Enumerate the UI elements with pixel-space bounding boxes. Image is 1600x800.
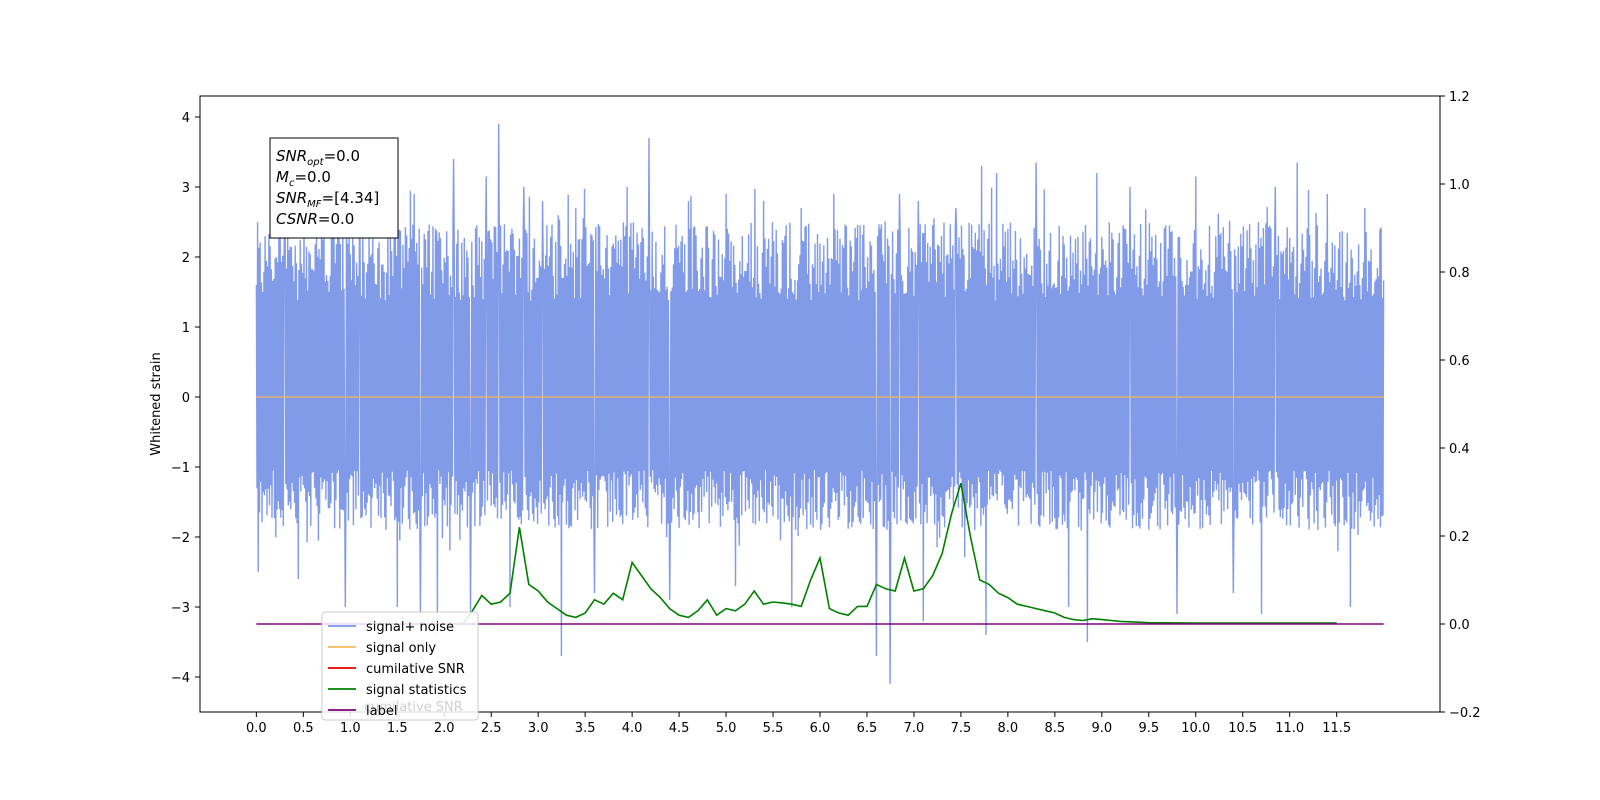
x-tick-label: 11.5: [1322, 721, 1351, 736]
legend-label-text: label: [366, 704, 397, 719]
x-tick-label: 8.0: [998, 721, 1019, 736]
y-tick-label: 4: [182, 111, 190, 126]
x-tick-label: 2.5: [481, 721, 502, 736]
x-tick-label: 11.0: [1275, 721, 1304, 736]
y-tick-label: 2: [182, 251, 190, 266]
x-tick-label: 6.0: [810, 721, 831, 736]
left-y-axis: 4 3 2 1 0 −1 −2 −3 −4: [171, 111, 200, 686]
y2-tick-label: 0.0: [1449, 618, 1470, 633]
y-tick-label: 3: [182, 181, 190, 196]
x-tick-label: 10.5: [1228, 721, 1257, 736]
x-tick-label: 6.5: [857, 721, 878, 736]
x-tick-label: 4.0: [622, 721, 643, 736]
y2-tick-label: 0.8: [1449, 266, 1470, 281]
x-tick-label: 8.5: [1045, 721, 1066, 736]
y2-tick-label: 0.2: [1449, 530, 1470, 545]
y-tick-label: −2: [171, 531, 190, 546]
x-tick-label: 5.5: [763, 721, 784, 736]
signal-noise-line: [255, 123, 1385, 685]
x-tick-label: 2.0: [434, 721, 455, 736]
info-line: Mc=0.0: [276, 168, 331, 189]
legend-signal-statistics-text: signal statistics: [366, 683, 467, 698]
x-tick-label: 0.5: [293, 721, 314, 736]
x-tick-label: 1.0: [340, 721, 361, 736]
x-tick-label: 10.0: [1181, 721, 1210, 736]
y2-tick-label: 0.6: [1449, 354, 1470, 369]
x-tick-label: 4.5: [669, 721, 690, 736]
y-tick-label: −3: [171, 601, 190, 616]
x-tick-label: 9.5: [1138, 721, 1159, 736]
legend-signal-only-text: signal only: [366, 641, 436, 656]
x-tick-label: 1.5: [387, 721, 408, 736]
x-tick-label: 7.0: [904, 721, 925, 736]
x-tick-label: 3.0: [528, 721, 549, 736]
x-tick-label: 3.5: [575, 721, 596, 736]
info-box-frame: [269, 137, 399, 239]
y2-tick-label: 0.4: [1449, 442, 1470, 457]
signal-statistics-line: [462, 482, 1337, 625]
legend-overlap-text: cumilative SNR: [364, 700, 463, 715]
y-tick-label: 0: [182, 391, 190, 406]
x-tick-label: 9.0: [1091, 721, 1112, 736]
info-line: SNRMF=[4.34]: [276, 189, 379, 210]
x-tick-label: 7.5: [951, 721, 972, 736]
legend-cumulative-snr-text: cumilative SNR: [366, 662, 465, 677]
y2-tick-label: −0.2: [1449, 706, 1481, 721]
x-tick-label: 5.0: [716, 721, 737, 736]
signal-noise-series: [255, 123, 1385, 685]
info-line: CSNR=0.0: [276, 210, 354, 228]
y-axis-title: Whitened strain: [149, 352, 164, 455]
x-axis: 0.0 0.5 1.0 1.5 2.0 2.5 3.0 3.5 4.0 4.5 5.0 5.5 6.0 6…: [246, 712, 1351, 736]
legend: cumilative SNR signal+ noise signal only c…: [321, 611, 479, 721]
right-y-axis: 1.2 1.0 0.8 0.6 0.4 0.2 0.0 −0.2: [1440, 90, 1481, 721]
y-tick-label: 1: [182, 321, 190, 336]
info-line: SNRopt=0.0: [276, 147, 360, 168]
y-tick-label: −1: [171, 461, 190, 476]
y2-tick-label: 1.2: [1449, 90, 1470, 105]
legend-frame: [321, 611, 479, 721]
y-tick-label: −4: [171, 671, 190, 686]
y2-tick-label: 1.0: [1449, 178, 1470, 193]
x-tick-label: 0.0: [246, 721, 267, 736]
legend-signal-noise-text: signal+ noise: [366, 620, 454, 635]
